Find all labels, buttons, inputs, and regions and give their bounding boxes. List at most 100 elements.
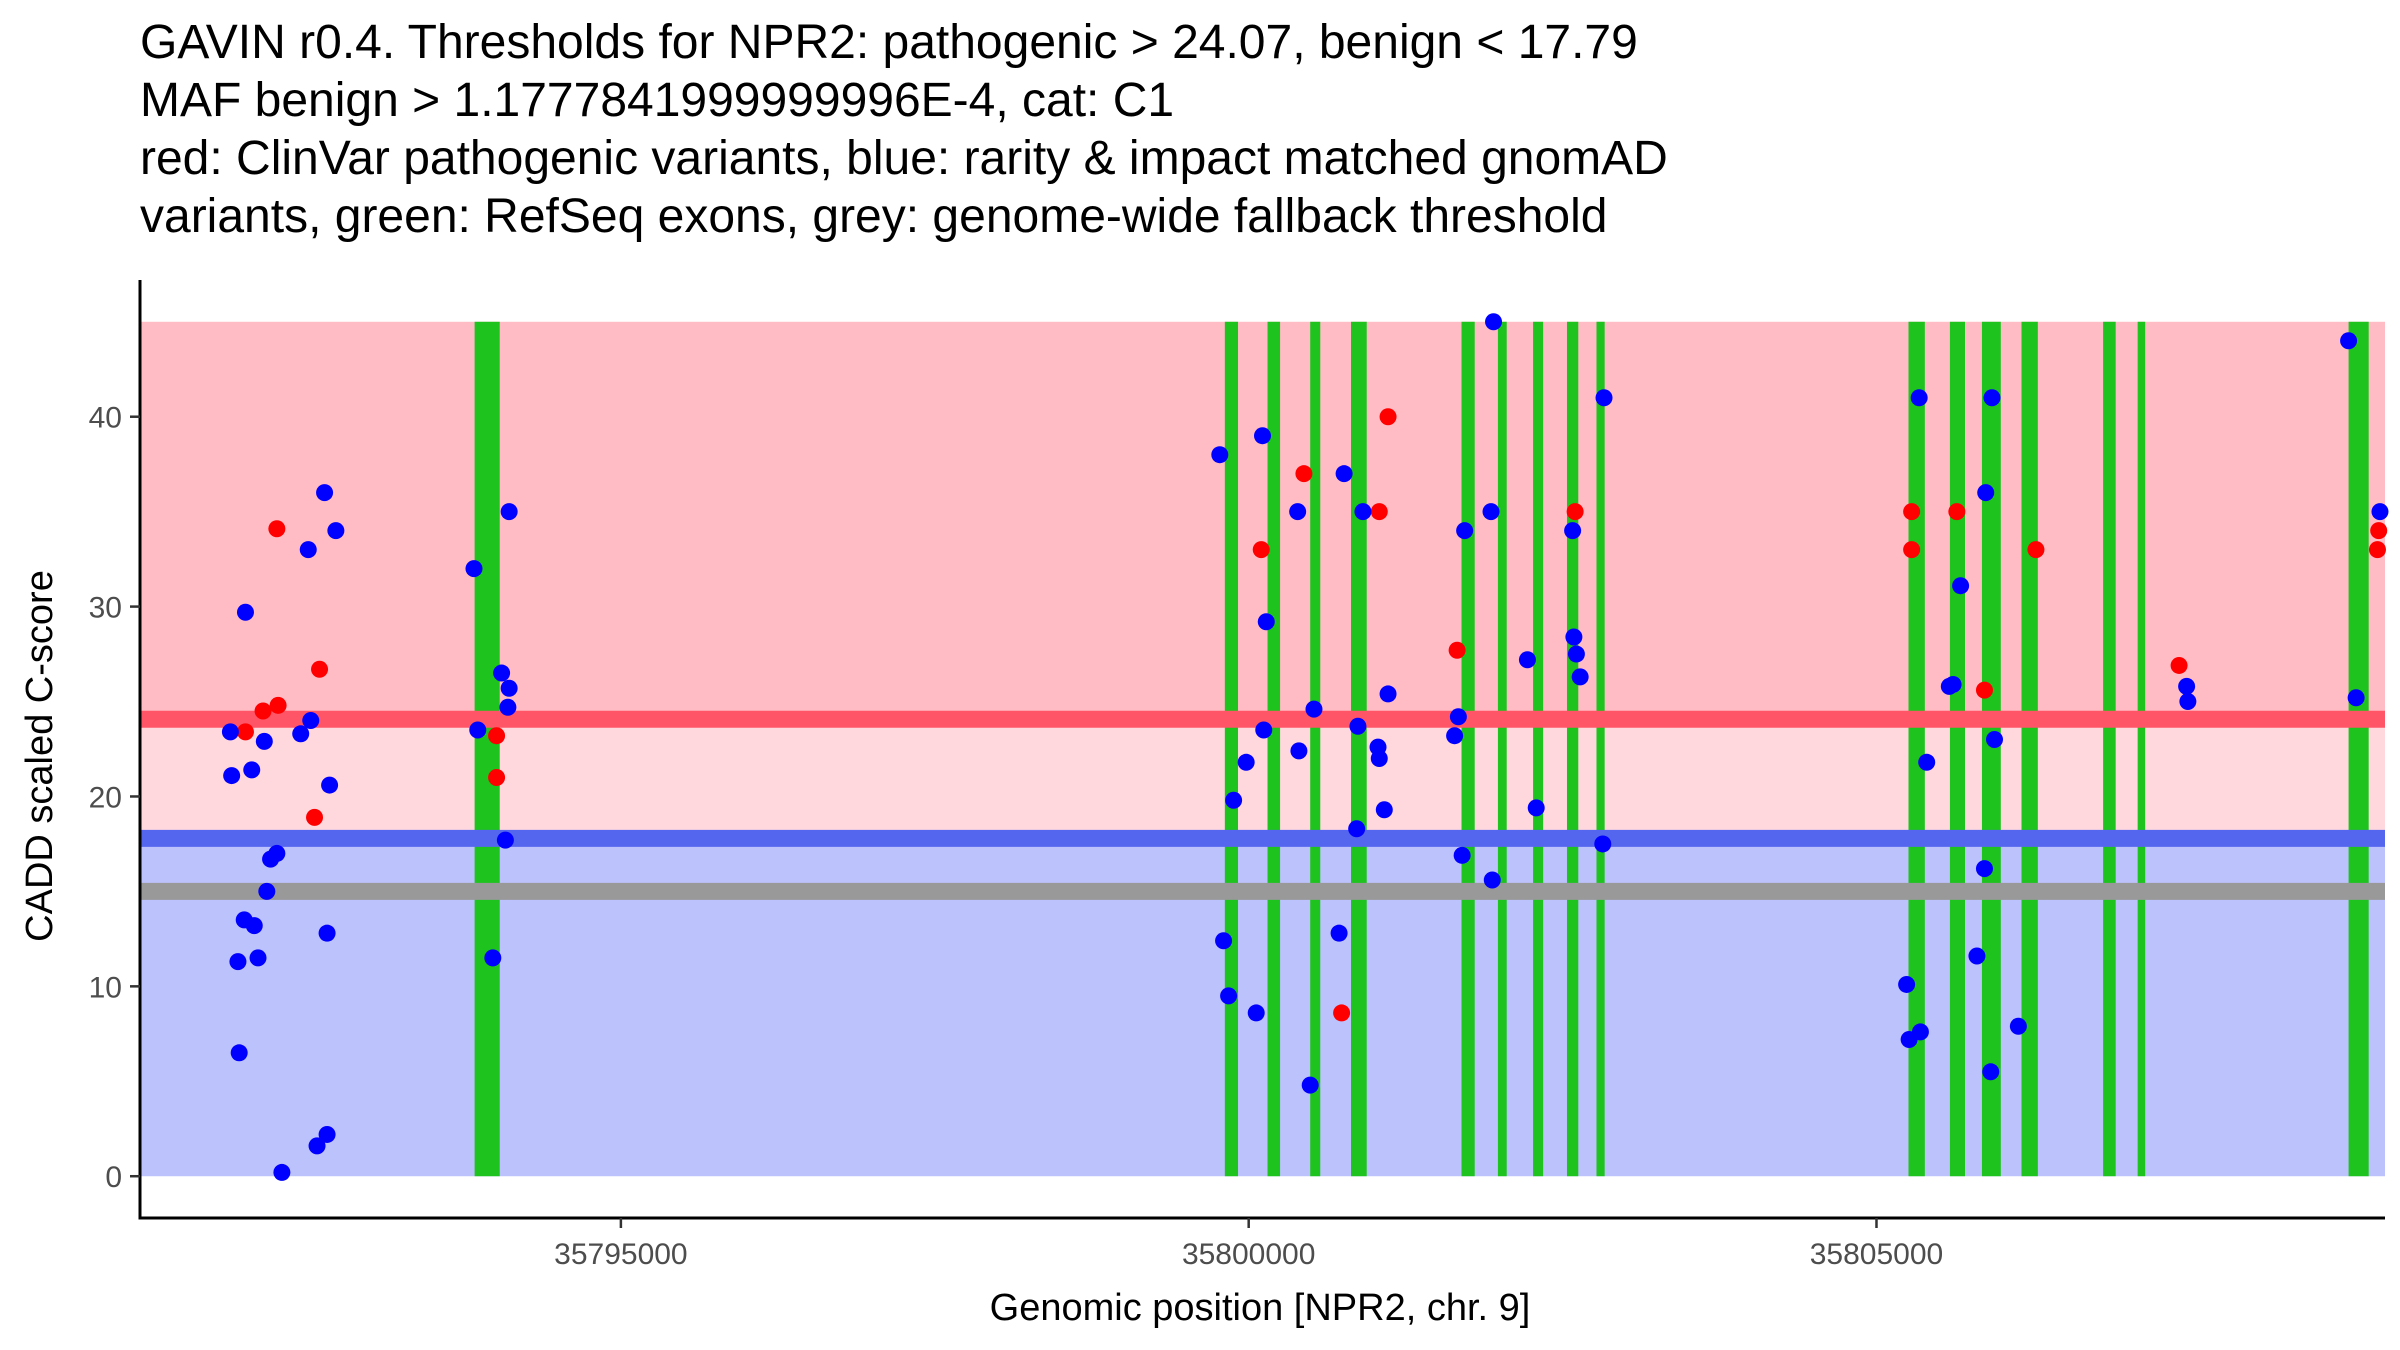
data-point [1911, 1023, 1929, 1041]
data-point [1903, 503, 1921, 521]
data-point [1448, 641, 1466, 659]
data-point [500, 679, 518, 697]
data-point [1379, 408, 1397, 426]
data-point [499, 698, 517, 716]
title-line-4: variants, green: RefSeq exons, grey: gen… [140, 190, 1608, 243]
data-point [1348, 820, 1366, 838]
data-point [1301, 1076, 1319, 1094]
data-point [1379, 685, 1397, 703]
y-tick-label: 40 [89, 402, 122, 435]
data-point [1211, 446, 1229, 464]
data-point [469, 721, 487, 739]
data-point [2368, 541, 2386, 559]
y-axis-ticks: 0 10 20 30 40 [89, 402, 140, 1194]
data-point [1986, 731, 2004, 749]
data-point [1910, 389, 1928, 407]
data-point [268, 520, 286, 538]
data-point [1983, 389, 2001, 407]
uncertain-zone [140, 719, 2385, 839]
data-point [465, 560, 483, 578]
data-point [1518, 651, 1536, 669]
data-point [258, 882, 276, 900]
data-point [1255, 721, 1273, 739]
data-point [2370, 522, 2388, 540]
data-point [1903, 541, 1921, 559]
data-point [2347, 689, 2365, 707]
data-point [2340, 332, 2358, 350]
data-point [273, 1163, 291, 1181]
data-point [316, 484, 334, 502]
exon-bar [474, 321, 500, 1177]
data-point [2027, 541, 2045, 559]
data-point [308, 1137, 326, 1155]
pathogenic-zone [140, 321, 2385, 720]
data-point [1564, 522, 1582, 540]
data-point [1305, 700, 1323, 718]
exon-bar [1566, 321, 1579, 1177]
data-point [306, 808, 324, 826]
data-point [2179, 693, 2197, 711]
data-point [1594, 835, 1612, 853]
data-point [1944, 675, 1962, 693]
data-point [1290, 742, 1308, 760]
data-point [1335, 465, 1353, 483]
exon-bar [1310, 321, 1321, 1177]
data-point [2170, 656, 2188, 674]
exon-bar [1461, 321, 1475, 1177]
exon-bar [1981, 321, 2001, 1177]
exon-bar [1908, 321, 1925, 1177]
x-tick-label: 35800000 [1182, 1238, 1315, 1271]
data-point [255, 732, 273, 750]
x-axis-label: Genomic position [NPR2, chr. 9] [990, 1287, 1531, 1329]
data-point [1898, 975, 1916, 993]
data-point [311, 660, 329, 678]
data-point [1565, 628, 1583, 646]
data-point [1567, 645, 1585, 663]
data-point [229, 953, 247, 971]
exon-bar [1533, 321, 1544, 1177]
data-point [1295, 465, 1313, 483]
data-point [321, 776, 339, 794]
data-point [488, 727, 506, 745]
data-point [1220, 987, 1238, 1005]
data-point [1456, 522, 1474, 540]
data-point [236, 723, 254, 741]
x-axis-ticks: 35795000 35800000 35805000 [554, 1218, 1943, 1271]
threshold-lines [140, 710, 2385, 900]
y-tick-label: 0 [105, 1161, 122, 1194]
data-point [1482, 503, 1500, 521]
exon-bar [1497, 321, 1507, 1177]
data-point [2371, 503, 2389, 521]
data-point [1977, 484, 1995, 502]
data-point [1485, 313, 1503, 331]
axes: 0 10 20 30 40 35795000 35800000 35805000 [89, 280, 2385, 1271]
exon-bar [2348, 321, 2369, 1177]
data-point [1449, 708, 1467, 726]
data-point [1975, 860, 1993, 878]
data-point [1237, 753, 1255, 771]
data-point [484, 949, 502, 967]
data-point [230, 1044, 248, 1062]
data-point [1289, 503, 1307, 521]
data-point [1333, 1004, 1351, 1022]
data-point [1254, 427, 1271, 445]
data-point [269, 696, 287, 714]
data-point [1247, 1004, 1265, 1022]
data-point [254, 702, 272, 720]
data-point [292, 725, 310, 743]
y-tick-label: 20 [89, 781, 122, 814]
data-point [1527, 799, 1545, 817]
data-point [1595, 389, 1613, 407]
data-point [1257, 613, 1275, 631]
x-tick-label: 35795000 [554, 1238, 687, 1271]
x-tick-label: 35805000 [1810, 1238, 1943, 1271]
data-point [302, 712, 320, 730]
data-point [1446, 727, 1464, 745]
data-point [221, 723, 239, 741]
chart-title: GAVIN r0.4. Thresholds for NPR2: pathoge… [140, 14, 1668, 246]
data-point [1571, 668, 1589, 686]
data-point [493, 664, 511, 682]
exon-bar [2137, 321, 2146, 1177]
data-point [2178, 677, 2196, 695]
